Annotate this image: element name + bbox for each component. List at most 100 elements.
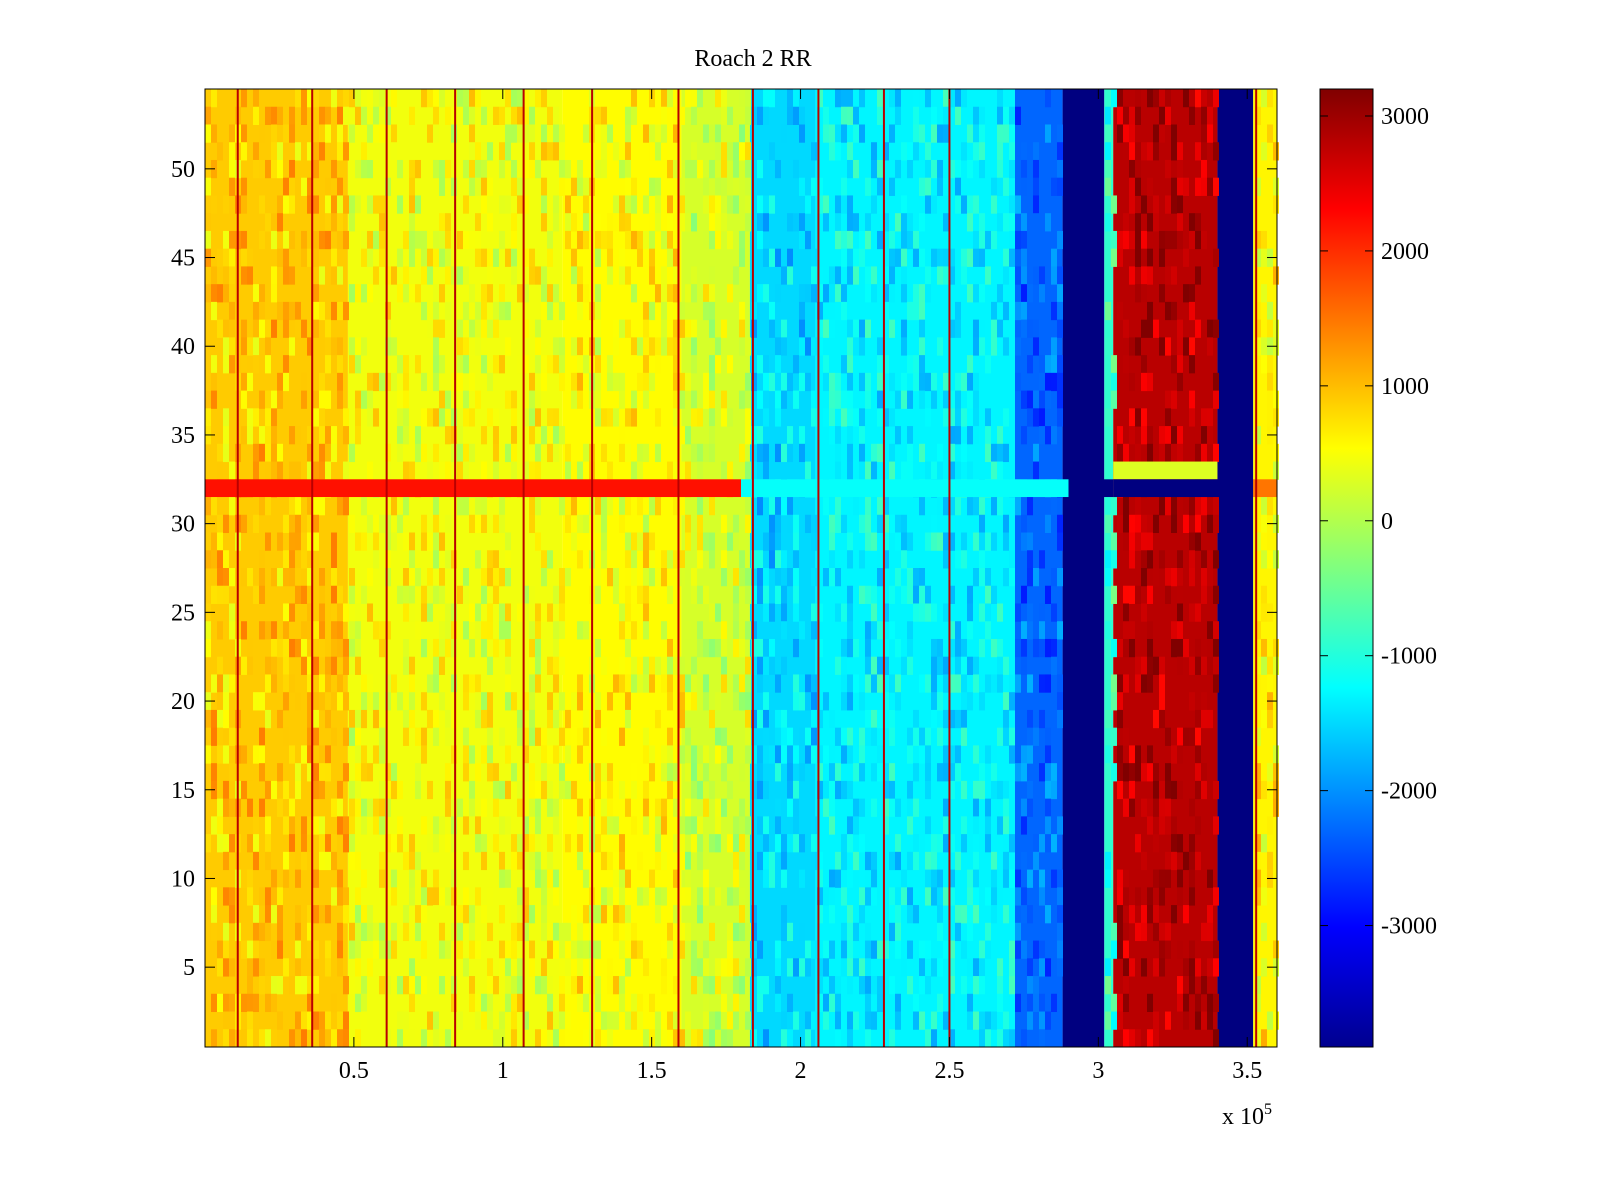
heatmap-cell — [337, 337, 343, 356]
heatmap-cell — [1015, 230, 1021, 250]
heatmap-cell — [595, 976, 601, 995]
heatmap-cell — [307, 603, 313, 622]
heatmap-cell — [307, 976, 313, 995]
heatmap-cell — [421, 1029, 427, 1048]
heatmap-cell — [889, 709, 895, 729]
heatmap-cell — [307, 195, 313, 214]
heatmap-cell — [403, 709, 409, 729]
heatmap-cell — [1141, 798, 1147, 817]
heatmap-cell — [745, 958, 751, 977]
heatmap-cell — [427, 780, 433, 800]
heatmap-cell — [1111, 497, 1117, 516]
heatmap-cell — [265, 1029, 271, 1048]
heatmap-cell — [817, 976, 823, 995]
heatmap-cell — [727, 940, 733, 959]
heatmap-cell — [1147, 993, 1153, 1013]
heatmap-cell — [943, 408, 949, 427]
heatmap-cell — [241, 177, 247, 196]
heatmap-cell — [469, 443, 475, 463]
heatmap-cell — [937, 124, 943, 143]
heatmap-cell — [991, 745, 997, 764]
heatmap-cell — [883, 763, 889, 782]
heatmap-cell — [883, 284, 889, 303]
heatmap-cell — [1105, 550, 1111, 569]
heatmap-cell — [781, 585, 787, 604]
heatmap-cell — [793, 390, 799, 409]
heatmap-cell — [487, 550, 493, 569]
heatmap-cell — [331, 195, 337, 214]
heatmap-cell — [1105, 869, 1111, 888]
heatmap-cell — [493, 461, 499, 480]
heatmap-cell — [583, 709, 589, 729]
heatmap-cell — [763, 638, 769, 658]
heatmap-cell — [925, 816, 931, 835]
heatmap-cell — [1105, 656, 1111, 675]
heatmap-cell — [397, 355, 403, 374]
heatmap-cell — [763, 443, 769, 463]
heatmap-cell — [457, 319, 463, 338]
heatmap-cell — [691, 798, 697, 817]
heatmap-cell — [457, 426, 463, 445]
heatmap-cell — [1015, 266, 1021, 285]
heatmap-cell — [961, 940, 967, 959]
heatmap-cell — [1165, 568, 1171, 587]
heatmap-cell — [613, 976, 619, 995]
heatmap-cell — [925, 372, 931, 392]
heatmap-cell — [529, 780, 535, 800]
heatmap-cell — [865, 887, 871, 906]
heatmap-cell — [919, 568, 925, 587]
heatmap-cell — [217, 284, 223, 303]
heatmap-cell — [349, 940, 355, 959]
heatmap-cell — [1027, 780, 1033, 800]
heatmap-cell — [1141, 248, 1147, 267]
heatmap-cell — [1111, 763, 1117, 782]
heatmap-cell — [973, 869, 979, 888]
heatmap-cell — [511, 408, 517, 427]
heatmap-cell — [907, 390, 913, 409]
heatmap-cell — [847, 869, 853, 888]
heatmap-cell — [673, 834, 679, 853]
heatmap-cell — [709, 355, 715, 374]
heatmap-cell — [337, 106, 343, 125]
heatmap-cell — [871, 887, 877, 906]
heatmap-cell — [949, 887, 955, 906]
heatmap-cell — [1027, 621, 1033, 640]
heatmap-cell — [949, 834, 955, 853]
heatmap-cell — [439, 976, 445, 995]
heatmap-cell — [493, 763, 499, 782]
heatmap-cell — [829, 940, 835, 959]
heatmap-cell — [883, 266, 889, 285]
heatmap-cell — [871, 142, 877, 161]
heatmap-cell — [967, 461, 973, 480]
heatmap-cell — [319, 905, 325, 924]
heatmap-cell — [637, 337, 643, 356]
heatmap-cell — [919, 674, 925, 693]
heatmap-cell — [817, 763, 823, 782]
heatmap-cell — [877, 443, 883, 463]
heatmap-cell — [637, 230, 643, 250]
heatmap-cell — [229, 763, 235, 782]
heatmap-cell — [331, 621, 337, 640]
heatmap-cell — [463, 301, 469, 321]
heatmap-cell — [1195, 1011, 1201, 1030]
heatmap-cell — [337, 177, 343, 196]
heatmap-cell — [1201, 585, 1207, 604]
heatmap-cell — [1135, 514, 1141, 534]
heatmap-cell — [529, 124, 535, 143]
heatmap-cell — [943, 532, 949, 551]
heatmap-cell — [271, 426, 277, 445]
heatmap-cell — [655, 355, 661, 374]
heatmap-cell — [913, 568, 919, 587]
heatmap-cell — [961, 976, 967, 995]
heatmap-cell — [661, 621, 667, 640]
heatmap-cell — [1201, 124, 1207, 143]
heatmap-cell — [289, 816, 295, 835]
heatmap-cell — [439, 390, 445, 409]
heatmap-cell — [1207, 124, 1213, 143]
heatmap-cell — [811, 408, 817, 427]
heatmap-cell — [1129, 159, 1135, 179]
heatmap-cell — [469, 89, 475, 108]
heatmap-cell — [1267, 124, 1273, 143]
heatmap-cell — [259, 497, 265, 516]
heatmap-cell — [1045, 727, 1051, 746]
